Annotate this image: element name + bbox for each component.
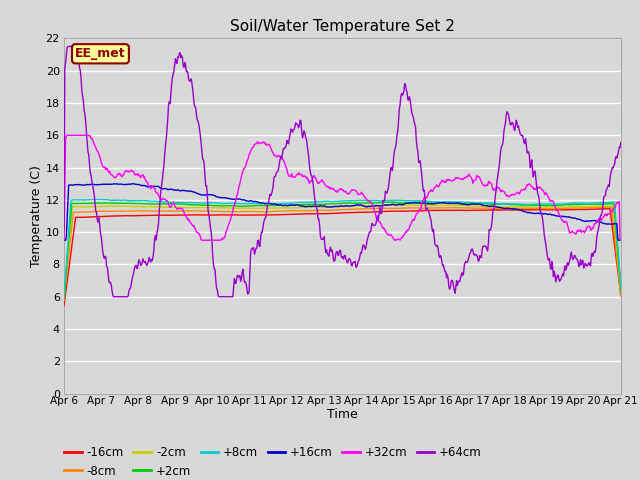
Text: EE_met: EE_met xyxy=(75,48,126,60)
X-axis label: Time: Time xyxy=(327,408,358,421)
Y-axis label: Temperature (C): Temperature (C) xyxy=(30,165,43,267)
Legend: -16cm, -8cm, -2cm, +2cm, +8cm, +16cm, +32cm, +64cm: -16cm, -8cm, -2cm, +2cm, +8cm, +16cm, +3… xyxy=(65,445,482,478)
Title: Soil/Water Temperature Set 2: Soil/Water Temperature Set 2 xyxy=(230,20,455,35)
